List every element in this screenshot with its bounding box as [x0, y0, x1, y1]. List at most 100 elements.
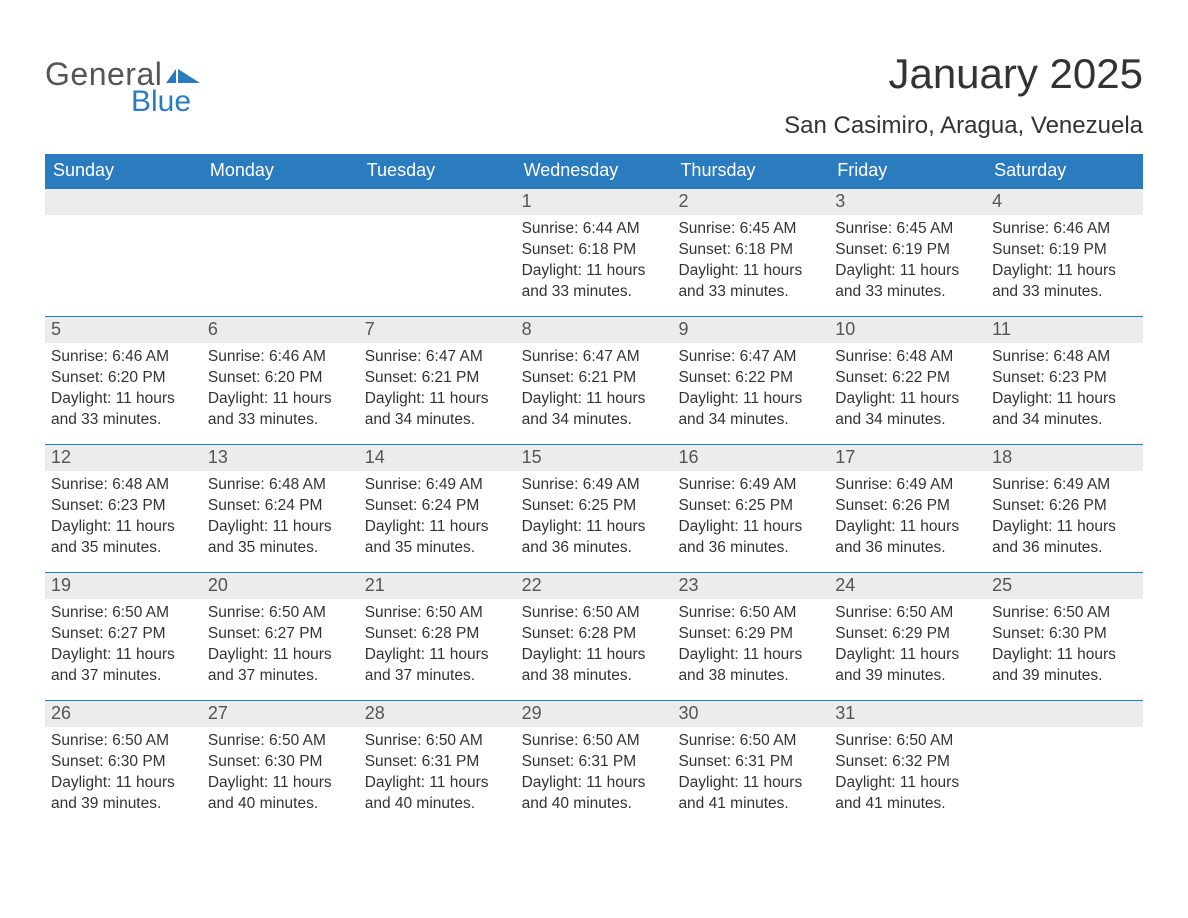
day-cell — [202, 189, 359, 316]
day-body: Sunrise: 6:49 AMSunset: 6:25 PMDaylight:… — [672, 471, 829, 569]
day-body: Sunrise: 6:50 AMSunset: 6:31 PMDaylight:… — [359, 727, 516, 825]
sunset-text: Sunset: 6:21 PM — [365, 368, 510, 389]
day-body: Sunrise: 6:50 AMSunset: 6:30 PMDaylight:… — [45, 727, 202, 825]
sunset-text: Sunset: 6:31 PM — [522, 752, 667, 773]
day-cell: 25 Sunrise: 6:50 AMSunset: 6:30 PMDayligh… — [986, 573, 1143, 700]
weekday-header: Friday — [829, 154, 986, 188]
calendar-grid: Sunday Monday Tuesday Wednesday Thursday… — [45, 154, 1143, 828]
sunrise-text: Sunrise: 6:50 AM — [992, 603, 1137, 624]
day-cell: 1Sunrise: 6:44 AMSunset: 6:18 PMDaylight… — [516, 189, 673, 316]
day-number — [45, 189, 202, 215]
daylight-text: Daylight: 11 hours and 37 minutes. — [51, 645, 196, 687]
day-cell: 9Sunrise: 6:47 AMSunset: 6:22 PMDaylight… — [672, 317, 829, 444]
day-body: Sunrise: 6:50 AMSunset: 6:32 PMDaylight:… — [829, 727, 986, 825]
day-cell: 6Sunrise: 6:46 AMSunset: 6:20 PMDaylight… — [202, 317, 359, 444]
day-number: 29 — [516, 701, 673, 727]
title-block: January 2025 San Casimiro, Aragua, Venez… — [784, 50, 1143, 140]
weekday-header: Sunday — [45, 154, 202, 188]
sunset-text: Sunset: 6:20 PM — [51, 368, 196, 389]
month-title: January 2025 — [784, 50, 1143, 98]
day-number: 6 — [202, 317, 359, 343]
week-row: 19Sunrise: 6:50 AMSunset: 6:27 PMDayligh… — [45, 572, 1143, 700]
day-number: 12 — [45, 445, 202, 471]
day-body: Sunrise: 6:46 AMSunset: 6:20 PMDaylight:… — [202, 343, 359, 441]
daylight-text: Daylight: 11 hours and 39 minutes. — [992, 645, 1137, 687]
sunrise-text: Sunrise: 6:49 AM — [835, 475, 980, 496]
day-number: 21 — [359, 573, 516, 599]
sunset-text: Sunset: 6:30 PM — [208, 752, 353, 773]
day-cell: 29Sunrise: 6:50 AMSunset: 6:31 PMDayligh… — [516, 701, 673, 828]
day-body: Sunrise: 6:50 AMSunset: 6:28 PMDaylight:… — [359, 599, 516, 697]
day-body: Sunrise: 6:49 AMSunset: 6:26 PMDaylight:… — [829, 471, 986, 569]
day-body: Sunrise: 6:50 AMSunset: 6:30 PMDaylight:… — [202, 727, 359, 825]
day-number: 14 — [359, 445, 516, 471]
daylight-text: Daylight: 11 hours and 33 minutes. — [992, 261, 1137, 303]
day-number: 8 — [516, 317, 673, 343]
sunrise-text: Sunrise: 6:50 AM — [51, 603, 196, 624]
day-body: Sunrise: 6:47 AMSunset: 6:21 PMDaylight:… — [516, 343, 673, 441]
day-body: Sunrise: 6:48 AMSunset: 6:24 PMDaylight:… — [202, 471, 359, 569]
sunrise-text: Sunrise: 6:47 AM — [678, 347, 823, 368]
daylight-text: Daylight: 11 hours and 40 minutes. — [522, 773, 667, 815]
day-cell: 19Sunrise: 6:50 AMSunset: 6:27 PMDayligh… — [45, 573, 202, 700]
day-number: 31 — [829, 701, 986, 727]
day-body: Sunrise: 6:50 AMSunset: 6:28 PMDaylight:… — [516, 599, 673, 697]
day-number: 27 — [202, 701, 359, 727]
day-cell: 15Sunrise: 6:49 AMSunset: 6:25 PMDayligh… — [516, 445, 673, 572]
sunset-text: Sunset: 6:27 PM — [208, 624, 353, 645]
daylight-text: Daylight: 11 hours and 36 minutes. — [992, 517, 1137, 559]
day-number: 30 — [672, 701, 829, 727]
sunset-text: Sunset: 6:31 PM — [678, 752, 823, 773]
day-number: 3 — [829, 189, 986, 215]
day-number: 17 — [829, 445, 986, 471]
day-body: Sunrise: 6:44 AMSunset: 6:18 PMDaylight:… — [516, 215, 673, 313]
day-number — [202, 189, 359, 215]
day-body: Sunrise: 6:48 AMSunset: 6:22 PMDaylight:… — [829, 343, 986, 441]
day-number: 25 — [986, 573, 1143, 599]
day-body: Sunrise: 6:45 AMSunset: 6:19 PMDaylight:… — [829, 215, 986, 313]
sunset-text: Sunset: 6:26 PM — [835, 496, 980, 517]
day-cell: 23Sunrise: 6:50 AMSunset: 6:29 PMDayligh… — [672, 573, 829, 700]
sunset-text: Sunset: 6:19 PM — [992, 240, 1137, 261]
daylight-text: Daylight: 11 hours and 39 minutes. — [835, 645, 980, 687]
sunrise-text: Sunrise: 6:45 AM — [678, 219, 823, 240]
sunrise-text: Sunrise: 6:50 AM — [365, 603, 510, 624]
day-cell: 4Sunrise: 6:46 AMSunset: 6:19 PMDaylight… — [986, 189, 1143, 316]
day-body — [202, 215, 359, 229]
sunrise-text: Sunrise: 6:50 AM — [835, 603, 980, 624]
day-cell: 31Sunrise: 6:50 AMSunset: 6:32 PMDayligh… — [829, 701, 986, 828]
day-body: Sunrise: 6:49 AMSunset: 6:26 PMDaylight:… — [986, 471, 1143, 569]
sunset-text: Sunset: 6:25 PM — [678, 496, 823, 517]
sunset-text: Sunset: 6:27 PM — [51, 624, 196, 645]
day-cell: 20Sunrise: 6:50 AMSunset: 6:27 PMDayligh… — [202, 573, 359, 700]
day-cell: 16Sunrise: 6:49 AMSunset: 6:25 PMDayligh… — [672, 445, 829, 572]
sunrise-text: Sunrise: 6:48 AM — [208, 475, 353, 496]
sunrise-text: Sunrise: 6:47 AM — [522, 347, 667, 368]
weeks-container: 1Sunrise: 6:44 AMSunset: 6:18 PMDaylight… — [45, 188, 1143, 828]
day-body: Sunrise: 6:50 AMSunset: 6:29 PMDaylight:… — [829, 599, 986, 697]
day-cell: 8Sunrise: 6:47 AMSunset: 6:21 PMDaylight… — [516, 317, 673, 444]
sunset-text: Sunset: 6:32 PM — [835, 752, 980, 773]
day-cell: 13Sunrise: 6:48 AMSunset: 6:24 PMDayligh… — [202, 445, 359, 572]
daylight-text: Daylight: 11 hours and 33 minutes. — [51, 389, 196, 431]
week-row: 1Sunrise: 6:44 AMSunset: 6:18 PMDaylight… — [45, 188, 1143, 316]
location-subtitle: San Casimiro, Aragua, Venezuela — [784, 112, 1143, 140]
sunset-text: Sunset: 6:30 PM — [51, 752, 196, 773]
sunrise-text: Sunrise: 6:50 AM — [208, 731, 353, 752]
day-cell: 26Sunrise: 6:50 AMSunset: 6:30 PMDayligh… — [45, 701, 202, 828]
sunset-text: Sunset: 6:22 PM — [835, 368, 980, 389]
day-number: 4 — [986, 189, 1143, 215]
week-row: 26Sunrise: 6:50 AMSunset: 6:30 PMDayligh… — [45, 700, 1143, 828]
daylight-text: Daylight: 11 hours and 41 minutes. — [835, 773, 980, 815]
sunset-text: Sunset: 6:18 PM — [678, 240, 823, 261]
day-cell: 14Sunrise: 6:49 AMSunset: 6:24 PMDayligh… — [359, 445, 516, 572]
calendar-page: General Blue January 2025 San Casimiro, … — [0, 0, 1188, 868]
sunset-text: Sunset: 6:29 PM — [678, 624, 823, 645]
sunrise-text: Sunrise: 6:48 AM — [51, 475, 196, 496]
daylight-text: Daylight: 11 hours and 37 minutes. — [365, 645, 510, 687]
weekday-header: Tuesday — [359, 154, 516, 188]
sunset-text: Sunset: 6:30 PM — [992, 624, 1137, 645]
day-body: Sunrise: 6:50 AMSunset: 6:29 PMDaylight:… — [672, 599, 829, 697]
day-number: 13 — [202, 445, 359, 471]
daylight-text: Daylight: 11 hours and 35 minutes. — [208, 517, 353, 559]
